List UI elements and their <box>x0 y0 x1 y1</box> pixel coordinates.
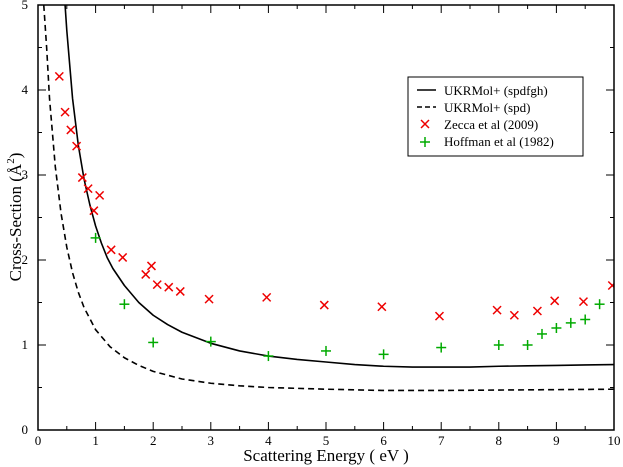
hoffman-point <box>537 328 547 339</box>
x-axis-title: Scattering Energy ( eV ) <box>243 446 409 465</box>
hoffman-point <box>565 317 576 328</box>
zecca-point <box>509 310 519 320</box>
hoffman-point <box>263 351 274 362</box>
zecca-point <box>262 292 272 302</box>
x-tick-label: 0 <box>35 433 42 448</box>
zecca-point <box>492 305 502 315</box>
zecca-point <box>77 173 87 183</box>
hoffman-point <box>90 232 101 243</box>
y-tick-label: 2 <box>22 252 29 267</box>
x-tick-label: 1 <box>92 433 99 448</box>
zecca-point <box>319 300 329 310</box>
x-tick-label: 3 <box>208 433 215 448</box>
x-tick-label: 10 <box>608 433 621 448</box>
data-markers <box>54 71 614 362</box>
y-tick-label: 5 <box>22 0 29 12</box>
zecca-point <box>550 296 560 306</box>
legend-box <box>407 76 584 157</box>
legend: UKRMol+ (spdfgh) UKRMol+ (spd) Zecca et … <box>407 76 584 157</box>
zecca-point <box>204 294 214 304</box>
legend-marker-hoffman <box>420 137 430 147</box>
zecca-point <box>106 245 116 255</box>
y-axis-title-prefix: Cross-Section ( <box>6 176 25 282</box>
hoffman-point <box>321 345 331 356</box>
zecca-point <box>118 252 128 262</box>
zecca-point <box>532 306 542 316</box>
legend-label-spdfgh: UKRMol+ (spdfgh) <box>444 83 548 98</box>
zecca-point <box>146 261 157 271</box>
x-tick-label: 4 <box>265 433 272 448</box>
y-tick-label: 4 <box>22 82 29 97</box>
zecca-point <box>72 141 82 151</box>
zecca-point <box>164 282 174 292</box>
y-axis-title-suffix: ) <box>6 153 25 159</box>
hoffman-point <box>378 349 389 360</box>
zecca-point <box>152 280 162 290</box>
zecca-point <box>60 107 70 117</box>
hoffman-point <box>580 314 591 325</box>
curves <box>42 5 614 392</box>
zecca-point <box>607 280 614 291</box>
zecca-point <box>175 286 185 296</box>
hoffman-point <box>493 340 504 350</box>
hoffman-point <box>436 342 447 353</box>
zecca-point <box>54 71 64 81</box>
x-tick-label: 2 <box>150 433 157 448</box>
y-axis-title-exponent: 2 <box>5 158 17 164</box>
zecca-point <box>83 184 93 194</box>
legend-label-hoffman: Hoffman et al (1982) <box>444 134 554 149</box>
zecca-point <box>89 206 99 216</box>
hoffman-point <box>148 337 159 348</box>
zecca-point <box>377 302 387 312</box>
zecca-point <box>141 269 151 279</box>
x-axis-ticks: 0 1 2 3 4 5 6 7 8 9 10 <box>35 5 621 448</box>
y-axis-title-unit: Å <box>6 163 25 176</box>
x-tick-label: 5 <box>323 433 330 448</box>
legend-label-spd: UKRMol+ (spd) <box>444 100 530 115</box>
y-axis-ticks: 0 1 2 3 4 5 <box>22 0 614 437</box>
hoffman-point <box>205 336 216 347</box>
zecca-point <box>434 311 445 321</box>
zecca-point <box>578 297 589 307</box>
y-axis-title: Cross-Section (Å2) <box>5 153 25 282</box>
y-tick-label: 0 <box>22 422 29 437</box>
hoffman-point <box>551 323 562 333</box>
zecca-point <box>95 190 105 200</box>
y-tick-label: 3 <box>22 167 29 182</box>
zecca-point <box>66 125 76 135</box>
legend-label-zecca: Zecca et al (2009) <box>444 117 538 132</box>
series-line-1 <box>42 5 614 392</box>
x-tick-label: 8 <box>496 433 503 448</box>
y-tick-label: 1 <box>22 337 29 352</box>
x-tick-label: 9 <box>553 433 560 448</box>
hoffman-point <box>594 299 605 310</box>
x-tick-label: 7 <box>438 433 445 448</box>
legend-marker-zecca <box>420 119 430 129</box>
hoffman-point <box>522 340 533 350</box>
hoffman-point <box>119 299 130 310</box>
x-tick-label: 6 <box>380 433 387 448</box>
plot-frame <box>37 4 615 431</box>
series-line-0 <box>64 5 614 368</box>
